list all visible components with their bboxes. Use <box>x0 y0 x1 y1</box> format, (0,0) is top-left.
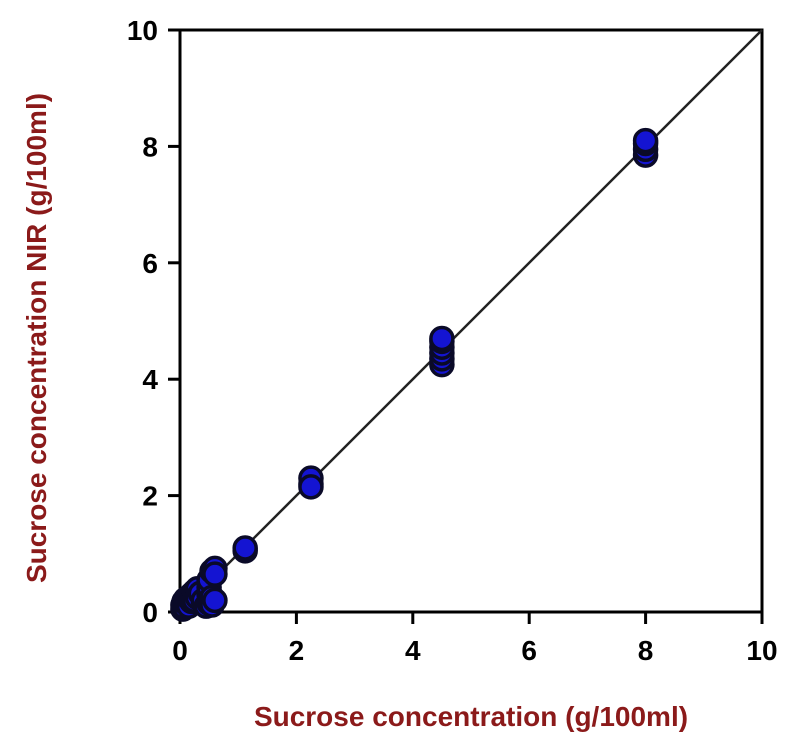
data-point <box>202 561 228 587</box>
identity-line <box>179 29 763 613</box>
y-tick-label: 4 <box>142 364 158 395</box>
x-tick-label: 0 <box>172 635 188 666</box>
x-tick-label: 10 <box>746 635 777 666</box>
plot-frame <box>178 28 764 614</box>
plot-border <box>178 28 764 614</box>
data-points <box>170 127 659 622</box>
x-axis-label: Sucrose concentration (g/100ml) <box>254 701 688 732</box>
data-point <box>298 474 324 500</box>
reference-line-group <box>179 29 763 613</box>
y-tick-label: 0 <box>142 597 158 628</box>
x-tick-label: 4 <box>405 635 421 666</box>
x-tick-label: 8 <box>638 635 654 666</box>
y-tick-label: 8 <box>142 131 158 162</box>
data-point <box>429 325 455 352</box>
data-point <box>632 127 659 154</box>
x-tick-label: 2 <box>289 635 305 666</box>
axis-ticks: 0 2 4 6 8 10 0 2 4 6 8 10 <box>127 15 778 666</box>
y-axis-label: Sucrose concentration NIR (g/100ml) <box>21 93 52 583</box>
y-tick-label: 2 <box>142 481 158 512</box>
y-tick-label: 10 <box>127 15 158 46</box>
data-point <box>232 535 258 561</box>
x-tick-label: 6 <box>521 635 537 666</box>
data-point <box>202 587 228 614</box>
y-tick-label: 6 <box>142 248 158 279</box>
